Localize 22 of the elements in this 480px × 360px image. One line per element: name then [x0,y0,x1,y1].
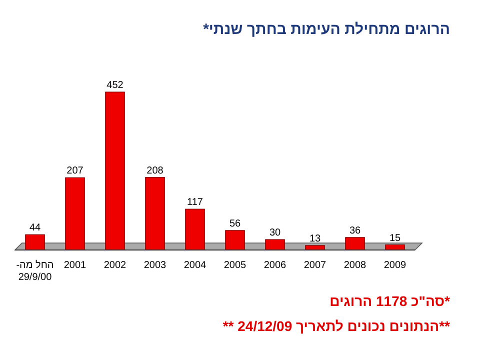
x-tick-label: 2009 [384,260,407,271]
text: **הנתונים נכונים לתאריך 24/12/09 ** [222,318,451,334]
data-label: 15 [389,232,401,244]
data-label: 13 [309,233,321,244]
data-label: 44 [29,222,41,234]
data-label: 452 [106,80,124,91]
x-tick-label: 2001 [64,260,87,271]
text: *סה"כ 1178 הרוגים [330,293,451,309]
data-label: 207 [66,166,84,177]
x-tick-label: 2003 [144,260,167,271]
data-label: 117 [187,197,204,208]
data-label: 208 [146,165,164,176]
x-tick-label: 2006 [264,260,287,271]
x-tick-label: 2002 [104,260,127,271]
data-label: 56 [229,218,241,230]
x-tick-label: 2005 [224,260,247,271]
x-tick-label: 2008 [344,260,367,271]
chart-title: הרוגים מתחילת העימות בחתך שנתי* [203,21,450,38]
x-tick-label: 2004 [184,260,207,271]
data-label: 30 [269,228,281,239]
x-tick-label: 2007 [304,260,327,271]
data-label: 36 [349,225,361,236]
